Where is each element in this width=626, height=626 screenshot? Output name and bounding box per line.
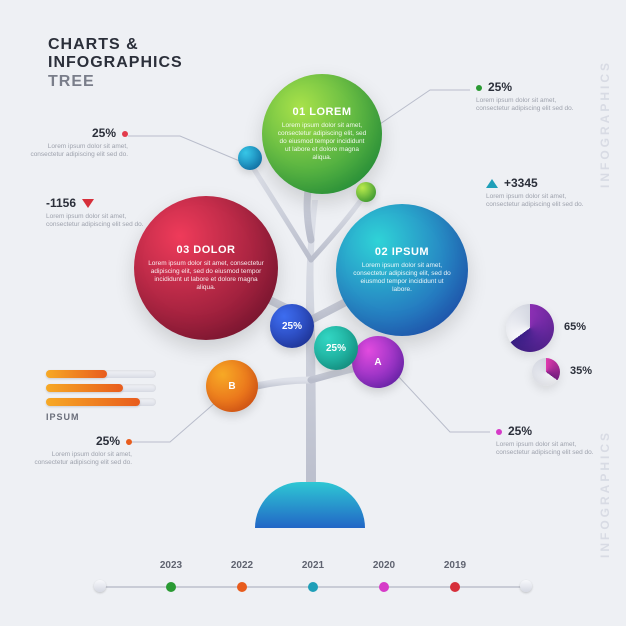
- tree-node-n2: 02 IPSUMLorem ipsum dolor sit amet, cons…: [336, 204, 468, 336]
- timeline-endcap-left: [94, 580, 106, 592]
- bar-track: [46, 398, 156, 406]
- dot-icon: [496, 429, 502, 435]
- timeline-tick: [237, 582, 247, 592]
- stat-negative: -1156 Lorem ipsum dolor sit amet, consec…: [46, 196, 156, 230]
- callout-body: Lorem ipsum dolor sit amet, consectetur …: [18, 143, 128, 160]
- bars-widget: IPSUM: [46, 370, 156, 422]
- callout-body: Lorem ipsum dolor sit amet, consectetur …: [476, 97, 586, 114]
- callout-top-right: 25% Lorem ipsum dolor sit amet, consecte…: [476, 80, 586, 114]
- callout-top-left: 25% Lorem ipsum dolor sit amet, consecte…: [18, 126, 128, 160]
- pie-label-big: 65%: [564, 321, 586, 333]
- bar-track: [46, 370, 156, 378]
- dot-icon: [476, 85, 482, 91]
- tree-node-s25a: 25%: [270, 304, 314, 348]
- tree-node-t1: [238, 146, 262, 170]
- callout-body: Lorem ipsum dolor sit amet, consectetur …: [22, 451, 132, 468]
- tree-node-t2: [356, 182, 376, 202]
- callout-pct: 25%: [96, 434, 120, 448]
- timeline-year: 2022: [231, 560, 253, 571]
- tree-node-n1: 01 LOREMLorem ipsum dolor sit amet, cons…: [262, 74, 382, 194]
- timeline-tick: [379, 582, 389, 592]
- timeline-tick: [308, 582, 318, 592]
- bar-fill: [46, 384, 123, 392]
- timeline-year: 2021: [302, 560, 324, 571]
- stat-value: -1156: [46, 196, 76, 210]
- tree-node-sA: A: [352, 336, 404, 388]
- bar-track: [46, 384, 156, 392]
- bar-fill: [46, 398, 140, 406]
- callout-bottom-right: 25% Lorem ipsum dolor sit amet, consecte…: [496, 424, 606, 458]
- tree-node-s25b: 25%: [314, 326, 358, 370]
- callout-bottom-left: 25% Lorem ipsum dolor sit amet, consecte…: [22, 434, 132, 468]
- infographic-stage: CHARTS & INFOGRAPHICS TREE INFOGRAPHICS …: [0, 0, 626, 626]
- callout-pct: 25%: [488, 80, 512, 94]
- timeline: 2023 2022 2021 2020 2019: [100, 560, 526, 600]
- callout-body: Lorem ipsum dolor sit amet, consectetur …: [496, 441, 606, 458]
- pie-label-small: 35%: [570, 365, 592, 377]
- pie-big: [506, 304, 554, 352]
- timeline-year: 2019: [444, 560, 466, 571]
- pie-small: [532, 358, 560, 386]
- timeline-tick: [450, 582, 460, 592]
- triangle-down-icon: [82, 199, 94, 208]
- stat-positive: +3345 Lorem ipsum dolor sit amet, consec…: [486, 176, 596, 210]
- timeline-endcap-right: [520, 580, 532, 592]
- timeline-year: 2020: [373, 560, 395, 571]
- stat-body: Lorem ipsum dolor sit amet, consectetur …: [486, 193, 596, 210]
- callout-pct: 25%: [508, 424, 532, 438]
- bar-fill: [46, 370, 107, 378]
- triangle-up-icon: [486, 179, 498, 188]
- dot-icon: [126, 439, 132, 445]
- timeline-year: 2023: [160, 560, 182, 571]
- tree-node-sB: B: [206, 360, 258, 412]
- stat-body: Lorem ipsum dolor sit amet, consectetur …: [46, 213, 156, 230]
- bars-label: IPSUM: [46, 412, 156, 422]
- callout-pct: 25%: [92, 126, 116, 140]
- dot-icon: [122, 131, 128, 137]
- timeline-tick: [166, 582, 176, 592]
- stat-value: +3345: [504, 176, 538, 190]
